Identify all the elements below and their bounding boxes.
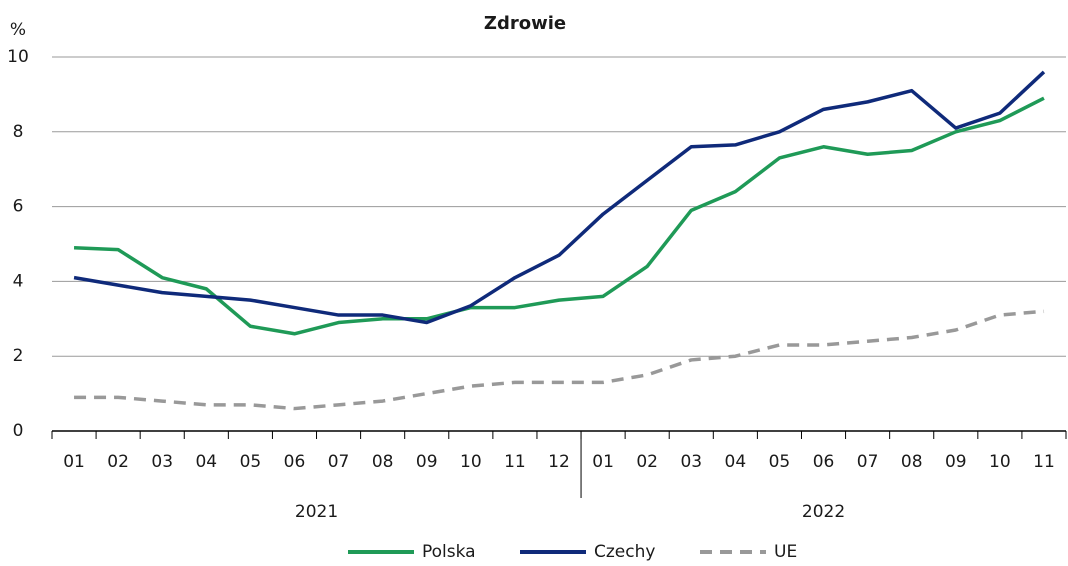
y-tick-label: 10	[7, 47, 29, 67]
x-tick-label: 01	[592, 452, 614, 472]
y-tick-label: 4	[13, 271, 24, 291]
y-tick-label: 0	[13, 421, 24, 441]
x-tick-label: 10	[460, 452, 482, 472]
x-tick-label: 11	[504, 452, 526, 472]
x-tick-label: 04	[725, 452, 747, 472]
x-tick-label: 12	[548, 452, 570, 472]
x-tick-label: 06	[813, 452, 835, 472]
x-tick-label: 03	[151, 452, 173, 472]
legend-label: Polska	[422, 542, 476, 562]
y-tick-label: 8	[13, 122, 24, 142]
x-tick-label: 11	[1033, 452, 1055, 472]
x-tick-label: 09	[416, 452, 438, 472]
legend-label: UE	[774, 542, 797, 562]
y-tick-label: 2	[13, 346, 24, 366]
legend-label: Czechy	[594, 542, 655, 562]
x-tick-label: 06	[284, 452, 306, 472]
x-tick-label: 09	[945, 452, 967, 472]
y-axis-label: %	[10, 20, 26, 40]
series-line	[73, 96, 1045, 336]
x-tick-label: 07	[857, 452, 879, 472]
x-group-label: 2022	[802, 502, 845, 522]
x-tick-label: 02	[107, 452, 129, 472]
x-tick-label: 07	[328, 452, 350, 472]
x-tick-label: 08	[372, 452, 394, 472]
x-tick-label: 10	[989, 452, 1011, 472]
chart-title: Zdrowie	[484, 13, 566, 34]
x-tick-label: 04	[195, 452, 217, 472]
x-tick-label: 02	[636, 452, 658, 472]
x-tick-label: 05	[769, 452, 791, 472]
y-tick-label: 6	[13, 197, 24, 217]
x-tick-label: 05	[240, 452, 262, 472]
x-tick-label: 08	[901, 452, 923, 472]
x-tick-label: 03	[680, 452, 702, 472]
x-group-label: 2021	[295, 502, 338, 522]
series-line	[74, 309, 1045, 411]
x-tick-label: 01	[63, 452, 85, 472]
series-line	[73, 70, 1046, 325]
